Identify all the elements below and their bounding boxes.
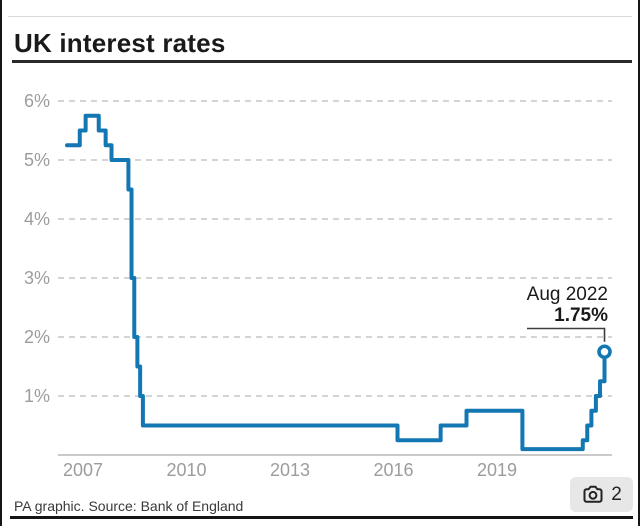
x-tick-label: 2016: [373, 460, 413, 480]
camera-icon: [583, 485, 603, 503]
y-tick-label: 3%: [24, 268, 50, 288]
bottom-divider: [10, 516, 633, 519]
x-tick-label: 2010: [166, 460, 206, 480]
photo-count: 2: [611, 483, 622, 505]
left-frame-line: [0, 0, 2, 526]
photo-gallery-button[interactable]: 2: [570, 477, 633, 512]
interest-rate-line: [65, 113, 607, 452]
right-frame-line: [638, 0, 640, 526]
x-tick-label: 2019: [477, 460, 517, 480]
annotation-pointer: [527, 327, 606, 342]
latest-rate-annotation: Aug 2022 1.75%: [527, 284, 608, 326]
x-tick-label: 2013: [270, 460, 310, 480]
title-underline: [12, 60, 632, 63]
annotation-date: Aug 2022: [526, 284, 608, 305]
y-tick-label: 1%: [24, 386, 50, 406]
annotation-value: 1.75%: [554, 305, 608, 326]
top-divider: [8, 16, 632, 17]
y-tick-label: 6%: [24, 91, 50, 111]
source-credit: PA graphic. Source: Bank of England: [14, 498, 244, 514]
y-tick-label: 5%: [24, 150, 50, 170]
y-tick-label: 4%: [24, 209, 50, 229]
x-tick-label: 2007: [63, 460, 103, 480]
latest-point-marker: [597, 344, 612, 360]
chart-title: UK interest rates: [14, 28, 226, 58]
y-tick-label: 2%: [24, 327, 50, 347]
